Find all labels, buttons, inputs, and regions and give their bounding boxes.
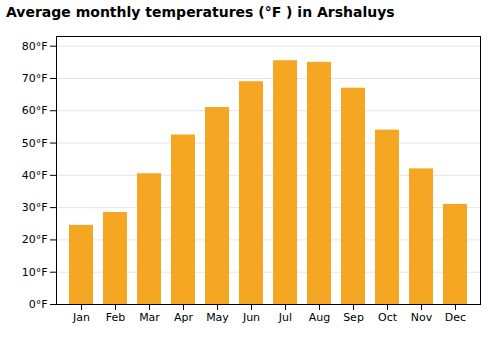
- svg-text:40°F: 40°F: [22, 169, 48, 182]
- svg-text:0°F: 0°F: [29, 298, 48, 311]
- svg-text:10°F: 10°F: [22, 266, 48, 279]
- svg-text:Apr: Apr: [174, 311, 194, 324]
- svg-text:20°F: 20°F: [22, 233, 48, 246]
- svg-text:Mar: Mar: [139, 311, 160, 324]
- svg-text:Jul: Jul: [278, 311, 292, 324]
- svg-text:Jan: Jan: [72, 311, 90, 324]
- svg-text:50°F: 50°F: [22, 137, 48, 150]
- svg-text:60°F: 60°F: [22, 104, 48, 117]
- svg-text:70°F: 70°F: [22, 72, 48, 85]
- svg-text:Nov: Nov: [411, 311, 433, 324]
- html-text:Average monthly temperatures (: Average monthly temperatures (°F ) in Ar…: [6, 4, 395, 20]
- svg-text:Oct: Oct: [378, 311, 398, 324]
- svg-text:Sep: Sep: [343, 311, 364, 324]
- svg-text:Jun: Jun: [242, 311, 260, 324]
- svg-text:Feb: Feb: [106, 311, 125, 324]
- svg-text:30°F: 30°F: [22, 201, 48, 214]
- svg-text:May: May: [206, 311, 229, 324]
- svg-text:80°F: 80°F: [22, 40, 48, 53]
- svg-text:Aug: Aug: [309, 311, 330, 324]
- svg-text:Dec: Dec: [445, 311, 466, 324]
